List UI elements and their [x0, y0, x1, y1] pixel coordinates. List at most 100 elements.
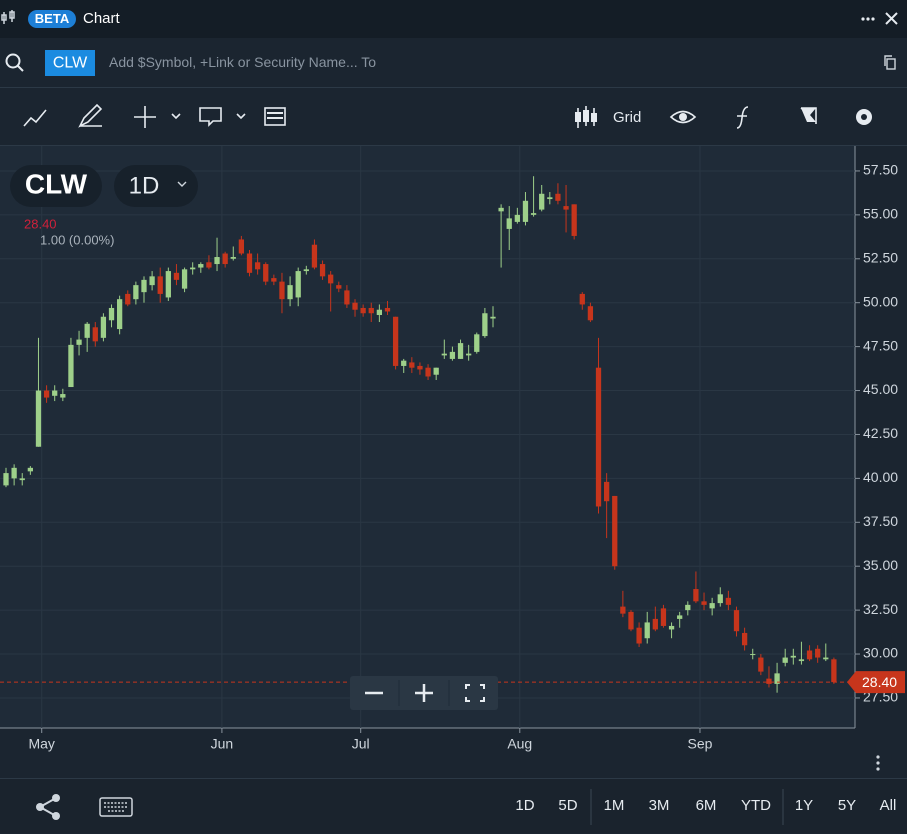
note-tool[interactable]: [199, 107, 222, 127]
note-menu[interactable]: [236, 113, 246, 120]
legend-symbol-pill[interactable]: [10, 165, 102, 207]
y-tick-label: 30.00: [863, 645, 898, 661]
candle-body: [766, 678, 772, 684]
range-button[interactable]: 1Y: [794, 797, 814, 814]
candle-body: [181, 269, 188, 289]
candle-body: [425, 367, 431, 377]
symbol-chip[interactable]: [45, 50, 95, 76]
candle-body: [668, 625, 675, 630]
crosshair-tool[interactable]: [134, 106, 156, 128]
candle-body: [108, 307, 115, 321]
y-tick-label: 52.50: [863, 249, 898, 265]
candle-body: [417, 365, 423, 370]
range-button[interactable]: 6M: [695, 797, 717, 814]
candle-body: [263, 264, 269, 282]
candle-body: [384, 307, 391, 312]
toolbar: Grid: [0, 88, 907, 146]
candle-body: [790, 655, 796, 658]
candle-body: [644, 622, 650, 639]
fx-tool[interactable]: [736, 106, 749, 129]
candle-body: [117, 299, 123, 330]
title-bar-icons: BETA Chart: [1, 10, 898, 28]
candle-body: [141, 279, 147, 293]
range-button[interactable]: 3M: [648, 797, 670, 814]
candle-body: [677, 615, 683, 619]
eye-tool[interactable]: [669, 110, 697, 124]
legend-last: 28.40: [24, 216, 57, 231]
table-tool[interactable]: [264, 107, 286, 126]
x-tick-label: Sep: [688, 736, 713, 752]
candle-body: [222, 253, 228, 265]
candle-body: [376, 309, 383, 315]
candle-body: [214, 257, 220, 265]
close-button[interactable]: [885, 12, 898, 25]
settings-tool[interactable]: [861, 114, 867, 120]
candle-body: [173, 272, 180, 280]
candle-body: [733, 610, 740, 632]
copy-icon[interactable]: [884, 55, 896, 70]
candle-body: [157, 276, 163, 294]
candle-body: [76, 339, 82, 345]
crosshair-menu[interactable]: [171, 113, 181, 120]
y-tick-label: 55.00: [863, 206, 898, 222]
candle-body: [52, 390, 58, 396]
trend-tool[interactable]: [23, 109, 47, 127]
axis-menu[interactable]: [876, 755, 880, 771]
zoom-in[interactable]: [415, 684, 433, 702]
range-button[interactable]: 5D: [558, 797, 578, 814]
candle-body: [815, 648, 821, 658]
draw-tool[interactable]: [78, 103, 103, 128]
candle-body: [498, 207, 504, 212]
legend-change: 1.00 (0.00%): [40, 232, 114, 247]
candle-body: [823, 657, 829, 660]
y-tick-label: 45.00: [863, 381, 898, 397]
range-button[interactable]: 1D: [515, 797, 535, 814]
fullscreen[interactable]: [465, 684, 485, 702]
candle-body: [660, 608, 667, 626]
zoom-controls: [350, 676, 498, 710]
chart: 27.5030.0032.5035.0037.5040.0042.5045.00…: [0, 146, 905, 771]
candle-body: [246, 253, 253, 273]
candle-body: [3, 473, 9, 486]
y-tick-label: 47.50: [863, 337, 898, 353]
candle-body: [198, 264, 204, 268]
candle-body: [295, 271, 301, 298]
candle-body: [230, 257, 236, 259]
candle-body: [336, 285, 342, 289]
candle-body: [433, 367, 439, 375]
search-placeholder[interactable]: Add $Symbol, +Link or Security Name... T…: [109, 54, 376, 70]
candle-body: [603, 481, 610, 502]
interval-pill[interactable]: [114, 165, 198, 207]
candle-body: [238, 239, 245, 254]
candle-body: [490, 316, 496, 319]
candle-body: [563, 206, 569, 210]
candle-body: [709, 603, 715, 609]
last-price-tag: [847, 671, 905, 694]
candle-body: [831, 659, 837, 683]
candle-body: [100, 316, 107, 338]
candle-body: [344, 290, 350, 305]
symbol-chip-text: CLW: [53, 55, 88, 72]
candle-body: [539, 193, 545, 210]
x-tick-label: Aug: [507, 736, 532, 752]
candle-body: [555, 193, 561, 201]
more-button[interactable]: [861, 17, 875, 21]
range-button[interactable]: 5Y: [837, 797, 857, 814]
candle-body: [206, 262, 212, 268]
share-button[interactable]: [36, 794, 60, 820]
candle-body: [636, 627, 642, 644]
range-button[interactable]: All: [879, 797, 897, 814]
range-button[interactable]: 1M: [603, 797, 625, 814]
candle-body: [165, 271, 171, 298]
keyboard-button[interactable]: [99, 797, 133, 817]
interval-menu[interactable]: [177, 181, 187, 187]
badge-text: BETA: [35, 11, 70, 26]
range-button[interactable]: YTD: [741, 797, 771, 814]
candle-body: [717, 594, 723, 604]
candle-body: [43, 390, 50, 398]
search-icon[interactable]: [5, 53, 24, 72]
grid-label[interactable]: Grid: [613, 109, 641, 126]
candle-body: [693, 589, 699, 602]
candle-body: [530, 213, 537, 215]
